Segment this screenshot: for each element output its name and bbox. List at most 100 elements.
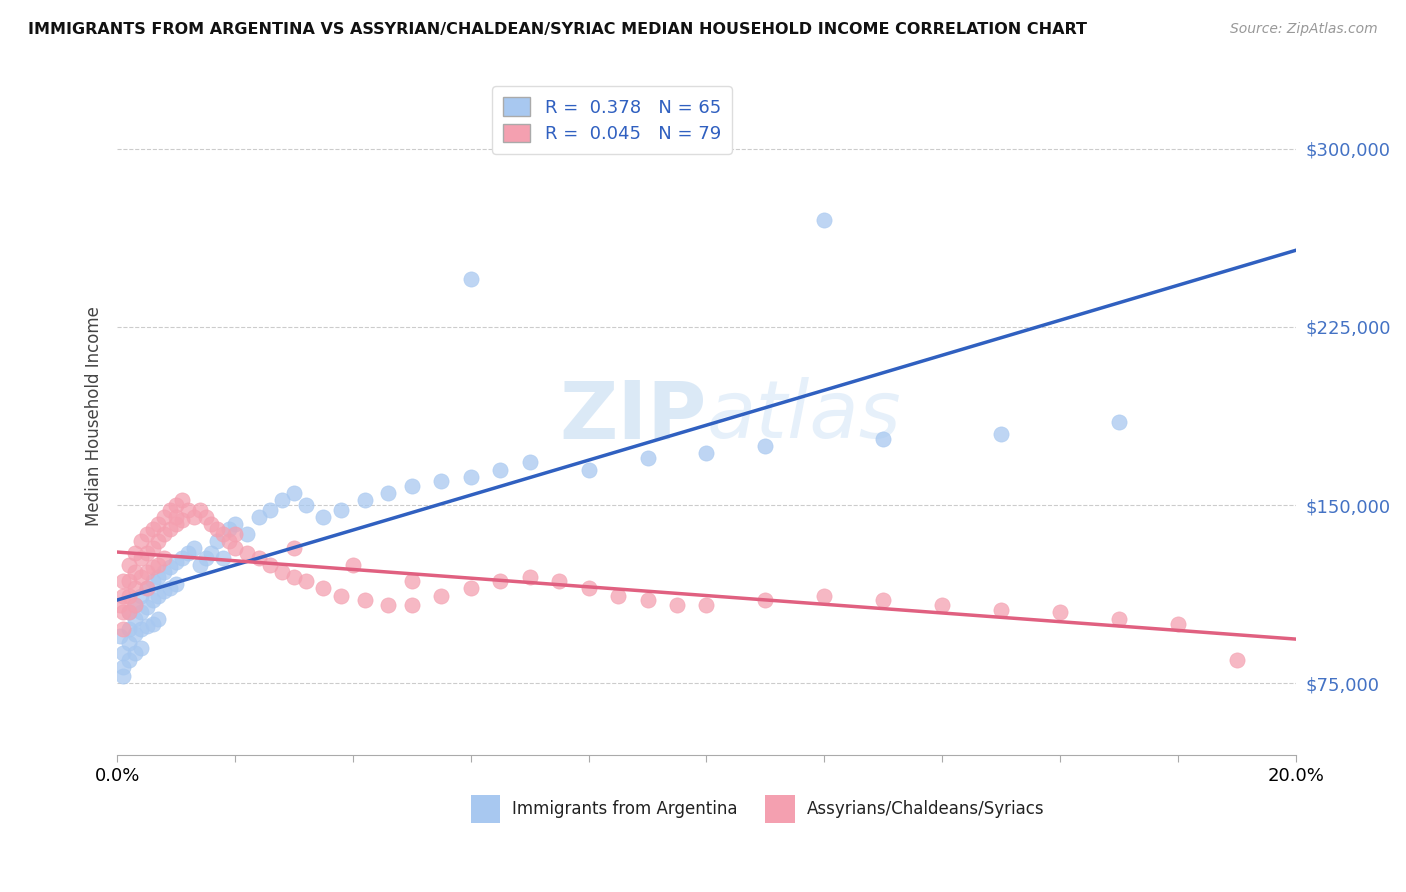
Text: ZIP: ZIP (560, 377, 706, 455)
Point (218, 522, 240, 536)
Point (165, 517, 187, 532)
Point (124, 598, 146, 612)
Point (165, 555, 187, 569)
Point (153, 526, 176, 541)
Point (148, 589, 170, 603)
Point (177, 546, 200, 560)
Point (141, 574, 163, 589)
Point (330, 589, 353, 603)
Point (165, 510, 187, 524)
Point (129, 569, 152, 583)
Point (430, 589, 453, 603)
Point (148, 533, 170, 548)
Point (519, 569, 541, 583)
Point (247, 510, 270, 524)
Point (1108, 612, 1130, 626)
Point (112, 605, 135, 619)
Point (141, 617, 163, 632)
Point (165, 576, 187, 591)
Point (330, 503, 353, 517)
Point (695, 446, 717, 460)
Point (153, 565, 176, 579)
Point (135, 526, 157, 541)
Point (695, 598, 717, 612)
Point (990, 603, 1012, 617)
Legend: R =  0.378   N = 65, R =  0.045   N = 79: R = 0.378 N = 65, R = 0.045 N = 79 (492, 87, 733, 154)
Point (259, 503, 281, 517)
Point (212, 526, 235, 541)
Point (1226, 653, 1249, 667)
Point (990, 426, 1012, 441)
Point (112, 669, 135, 683)
Point (153, 583, 176, 598)
Point (578, 582, 600, 596)
Point (872, 593, 894, 607)
Point (112, 660, 135, 674)
Point (188, 503, 211, 517)
Point (283, 486, 305, 500)
Point (236, 526, 259, 541)
Point (754, 439, 776, 453)
Point (141, 541, 163, 555)
Point (353, 593, 375, 607)
Point (224, 541, 246, 555)
Point (294, 574, 316, 589)
Point (247, 550, 270, 565)
Point (124, 582, 146, 596)
Point (118, 589, 141, 603)
Point (118, 605, 141, 619)
Point (353, 493, 375, 508)
Point (312, 510, 335, 524)
Point (342, 558, 364, 572)
Point (183, 541, 205, 555)
Point (236, 546, 259, 560)
Point (124, 626, 146, 640)
Point (637, 450, 659, 465)
Point (118, 574, 141, 589)
Point (124, 612, 146, 626)
Point (129, 605, 152, 619)
Point (112, 622, 135, 636)
Point (129, 533, 152, 548)
Point (159, 560, 181, 574)
Point (135, 582, 157, 596)
Point (283, 541, 305, 555)
FancyBboxPatch shape (765, 796, 794, 822)
Point (218, 533, 240, 548)
Point (224, 526, 246, 541)
Point (124, 546, 146, 560)
Point (129, 550, 152, 565)
Point (129, 589, 152, 603)
Point (159, 503, 181, 517)
Point (548, 574, 571, 589)
Point (607, 589, 630, 603)
Point (124, 646, 146, 660)
Point (108, 629, 131, 643)
Point (135, 565, 157, 579)
Y-axis label: Median Household Income: Median Household Income (86, 306, 103, 526)
Point (124, 598, 146, 612)
Point (159, 582, 181, 596)
Point (401, 574, 423, 589)
Point (401, 598, 423, 612)
Point (177, 503, 200, 517)
Text: atlas: atlas (706, 377, 901, 455)
Point (212, 550, 235, 565)
Point (124, 565, 146, 579)
Point (207, 522, 229, 536)
Point (118, 653, 141, 667)
Point (141, 560, 163, 574)
Point (578, 462, 600, 476)
Point (135, 619, 157, 633)
Point (135, 546, 157, 560)
Point (813, 213, 835, 227)
Point (112, 589, 135, 603)
Point (118, 605, 141, 619)
Point (460, 272, 482, 286)
Point (194, 550, 217, 565)
Point (108, 598, 131, 612)
Point (460, 582, 482, 596)
Point (377, 598, 399, 612)
Point (489, 462, 512, 476)
Point (112, 646, 135, 660)
